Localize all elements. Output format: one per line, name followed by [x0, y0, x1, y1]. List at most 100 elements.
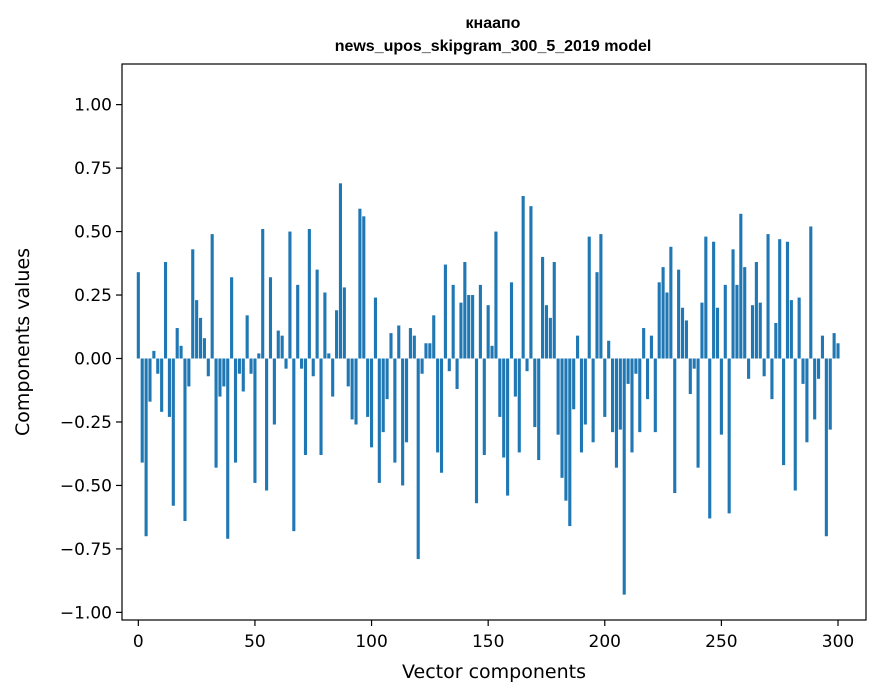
x-tick-label: 100 [355, 632, 387, 652]
bar [786, 242, 789, 359]
bar [732, 249, 735, 358]
bar [148, 359, 151, 402]
bar [599, 234, 602, 358]
y-axis-label: Components values [12, 248, 34, 436]
bar [747, 359, 750, 379]
chart-title: кнаапо [466, 15, 521, 32]
bar [378, 359, 381, 483]
bar [347, 359, 350, 387]
bar [156, 359, 159, 374]
bar [448, 359, 451, 372]
bar [739, 214, 742, 359]
bar [669, 247, 672, 359]
y-tick-label: −0.50 [60, 476, 112, 496]
bar [273, 359, 276, 425]
bar [483, 359, 486, 455]
bar [191, 249, 194, 358]
bar [821, 336, 824, 359]
bar [549, 318, 552, 359]
bar [689, 359, 692, 395]
bar [825, 359, 828, 537]
bar [339, 183, 342, 358]
bar [215, 359, 218, 468]
plot-frame [122, 64, 866, 620]
bar [234, 359, 237, 463]
bar [312, 359, 315, 377]
bar [584, 359, 587, 425]
bar [514, 359, 517, 397]
bar [463, 262, 466, 358]
bar [304, 359, 307, 455]
bar [354, 359, 357, 425]
bar [195, 300, 198, 358]
bar [168, 359, 171, 417]
bar [335, 310, 338, 358]
bar [374, 298, 377, 359]
bar [417, 359, 420, 560]
bar [833, 333, 836, 358]
bar [269, 277, 272, 358]
bar [763, 359, 766, 377]
bar [370, 359, 373, 448]
bar [502, 359, 505, 458]
bar [428, 343, 431, 358]
bar [389, 333, 392, 358]
bar [805, 359, 808, 443]
bar [522, 196, 525, 358]
bar [281, 336, 284, 359]
bar [180, 346, 183, 359]
y-tick-label: 0.75 [74, 159, 112, 179]
bar [817, 359, 820, 379]
x-axis-label: Vector components [402, 661, 586, 683]
bar [537, 359, 540, 461]
bar [323, 292, 326, 358]
bar [778, 239, 781, 358]
bar [545, 305, 548, 358]
bar [300, 359, 303, 369]
x-tick-label: 200 [589, 632, 621, 652]
y-tick-label: 1.00 [74, 96, 112, 116]
bar [160, 359, 163, 412]
x-tick-label: 250 [705, 632, 737, 652]
bar [759, 303, 762, 359]
bar [673, 359, 676, 494]
bar [716, 308, 719, 359]
bar [724, 285, 727, 359]
bar [728, 359, 731, 514]
bar [533, 359, 536, 428]
bar [510, 282, 513, 358]
bar-chart: кнаапо news_upos_skipgram_300_5_2019 mod… [0, 0, 880, 696]
bar [436, 359, 439, 453]
bar [386, 359, 389, 400]
bar [576, 336, 579, 359]
chart-subtitle: news_upos_skipgram_300_5_2019 model [335, 38, 652, 55]
bar [518, 359, 521, 453]
bar [211, 234, 214, 358]
bar [592, 359, 595, 443]
bar [261, 229, 264, 358]
bar [541, 257, 544, 359]
bar [774, 323, 777, 359]
bar [743, 267, 746, 358]
bar [331, 359, 334, 397]
bar [770, 359, 773, 400]
bar [242, 359, 245, 392]
bar [316, 270, 319, 359]
bar [319, 359, 322, 455]
bar [498, 359, 501, 417]
bar [603, 359, 606, 417]
bar [642, 328, 645, 358]
bar [284, 359, 287, 369]
bar [529, 206, 532, 358]
bar [308, 229, 311, 358]
bar [595, 272, 598, 358]
bar [623, 359, 626, 595]
bar [790, 300, 793, 358]
bar [207, 359, 210, 377]
bar [813, 359, 816, 420]
bar [253, 359, 256, 483]
bar [366, 359, 369, 417]
bar [836, 343, 839, 358]
y-tick-label: 0.25 [74, 286, 112, 306]
bar [203, 338, 206, 358]
